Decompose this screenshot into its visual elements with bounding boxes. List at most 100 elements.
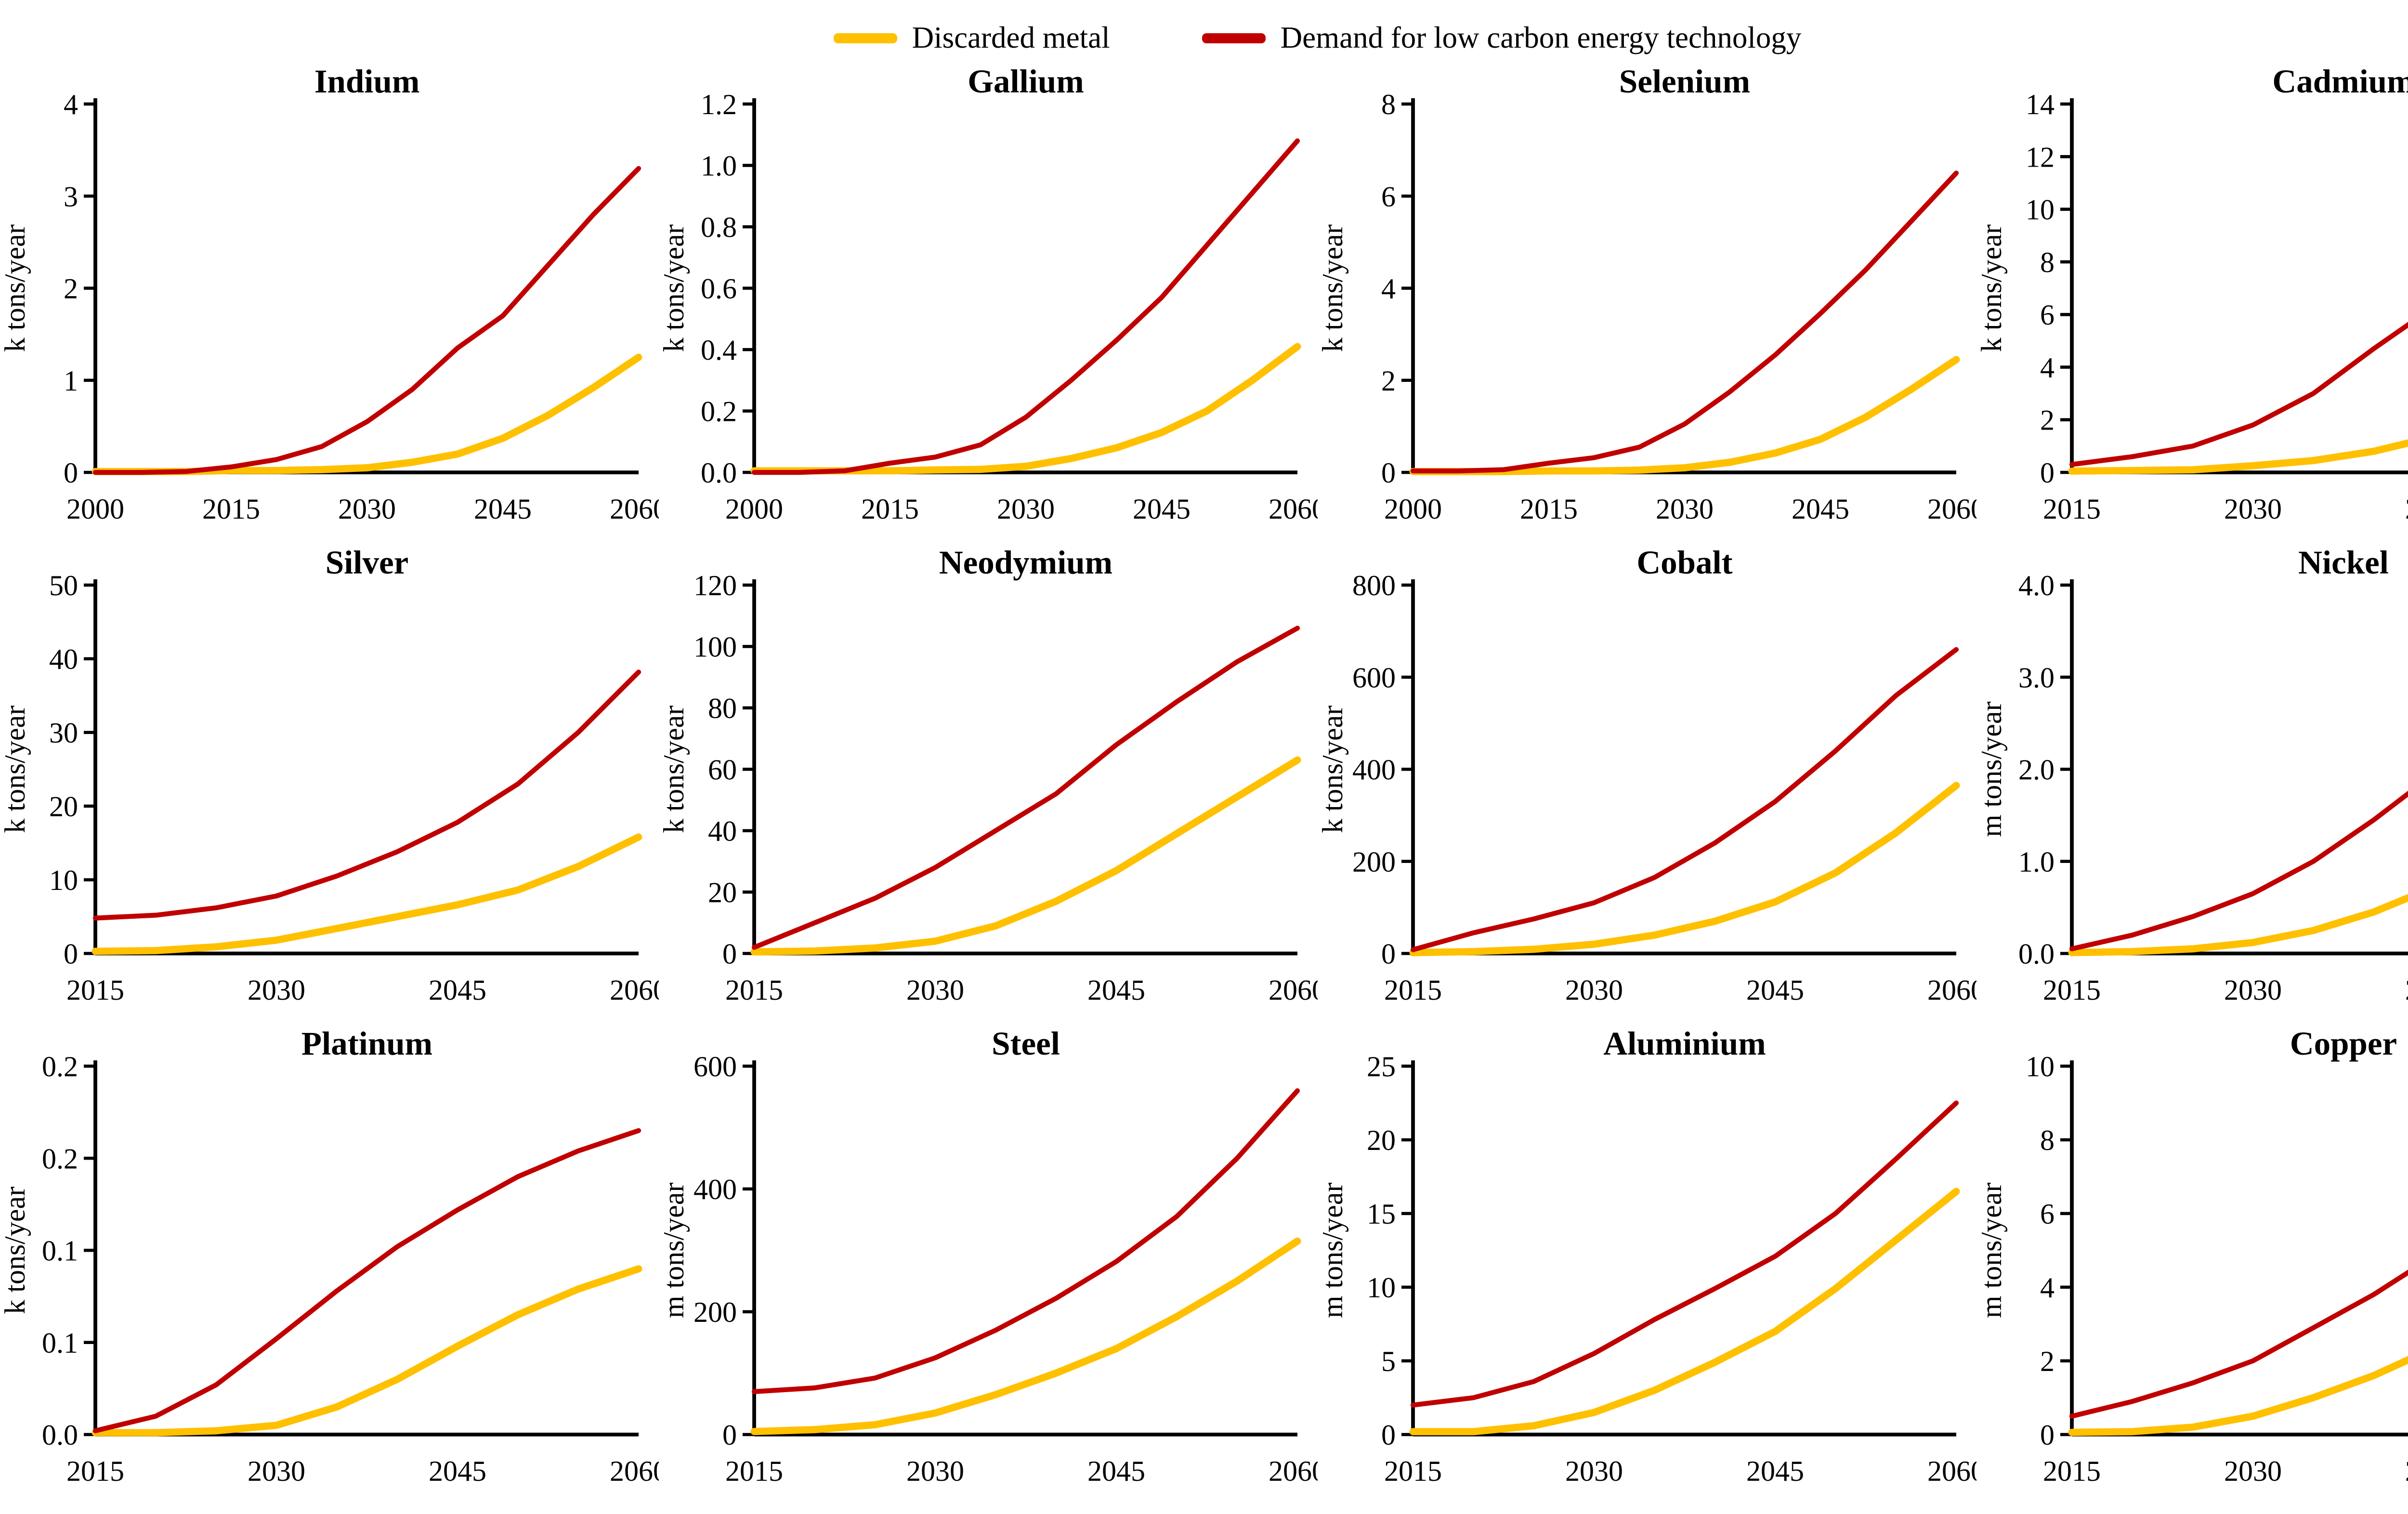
y-axis-label: k tons/year <box>659 224 690 352</box>
demand-line <box>92 166 641 475</box>
chart-title: Nickel <box>2298 545 2389 581</box>
y-axis-label: m tons/year <box>1976 702 2007 837</box>
x-tick-label: 2015 <box>861 493 919 525</box>
legend: Discarded metal Demand for low carbon en… <box>0 0 2408 64</box>
y-tick-label: 400 <box>694 1174 737 1205</box>
y-tick-label: 200 <box>1352 846 1396 878</box>
chart-nickel: Nickel m tons/year 0.0 1.0 2.0 3.0 4.0 2015 2030… <box>1976 544 2408 1026</box>
x-tick-label: 2015 <box>202 493 260 525</box>
platinum-plot: Platinum k tons/year 0.0 0.1 0.1 0.2 0.2 2015 20… <box>0 1025 667 1487</box>
y-axis-label: k tons/year <box>0 1187 31 1314</box>
y-tick-label: 25 <box>1367 1051 1396 1083</box>
y-tick-label: 200 <box>694 1296 737 1328</box>
y-axis-label: k tons/year <box>1318 224 1348 352</box>
chart-title: Selenium <box>1619 64 1750 100</box>
chart-title: Aluminium <box>1603 1026 1766 1062</box>
x-tick-label: 2030 <box>1656 493 1714 525</box>
y-tick-label: 0.8 <box>701 211 737 243</box>
discarded-metal-line <box>2068 894 2408 956</box>
demand-line <box>92 1128 641 1434</box>
y-tick-label: 10 <box>2026 194 2055 226</box>
y-tick-label: 8 <box>2040 1124 2055 1156</box>
discarded-metal-line <box>2068 439 2408 475</box>
x-tick-label: 2000 <box>1384 493 1442 525</box>
y-tick-label: 0 <box>1381 457 1396 489</box>
y-tick-label: 30 <box>49 717 78 749</box>
x-tick-label: 2045 <box>2405 1455 2408 1487</box>
y-tick-label: 20 <box>708 877 737 909</box>
y-tick-label: 60 <box>708 754 737 786</box>
legend-label-demand-low-carbon: Demand for low carbon energy technology <box>1280 19 1802 54</box>
y-tick-label: 0 <box>64 457 78 489</box>
y-tick-label: 0.2 <box>701 396 737 428</box>
y-tick-label: 10 <box>1367 1272 1396 1304</box>
x-tick-label: 2030 <box>906 1455 964 1487</box>
x-tick-label: 2015 <box>1384 974 1442 1006</box>
chart-title: Neodymium <box>939 545 1112 581</box>
nickel-plot: Nickel m tons/year 0.0 1.0 2.0 3.0 4.0 2015 2030… <box>1976 544 2408 1006</box>
y-tick-label: 50 <box>49 570 78 601</box>
y-tick-label: 4 <box>2040 352 2055 383</box>
y-tick-label: 0 <box>1381 938 1396 970</box>
discarded-metal-line <box>1409 782 1960 956</box>
y-tick-label: 40 <box>49 643 78 675</box>
y-tick-label: 15 <box>1367 1198 1396 1230</box>
y-tick-label: 10 <box>49 864 78 896</box>
y-tick-label: 0 <box>64 938 78 970</box>
x-tick-label: 2015 <box>725 1455 783 1487</box>
chart-title: Platinum <box>301 1026 432 1062</box>
y-tick-label: 0.1 <box>42 1327 78 1359</box>
discarded-metal-line <box>750 1237 1301 1436</box>
x-tick-label: 2030 <box>906 974 964 1006</box>
discarded-metal-line <box>92 353 642 475</box>
x-tick-label: 2030 <box>248 1455 305 1487</box>
demand-line <box>751 626 1300 950</box>
chart-title: Silver <box>326 545 408 581</box>
selenium-plot: Selenium k tons/year 0 2 4 6 8 2000 2015 2030 2045… <box>1317 63 1985 525</box>
y-axis-label: m tons/year <box>1318 1183 1348 1318</box>
demand-line <box>2069 1269 2408 1419</box>
x-tick-label: 2015 <box>725 974 783 1006</box>
discarded-metal-line <box>1409 1188 1960 1436</box>
y-axis-label: k tons/year <box>659 705 690 833</box>
y-tick-label: 80 <box>708 692 737 724</box>
y-axis-label: k tons/year <box>1976 224 2007 352</box>
discarded-metal-line <box>750 756 1301 956</box>
y-tick-label: 2 <box>2040 1345 2055 1377</box>
x-tick-label: 2045 <box>1792 493 1849 525</box>
y-axis-label: m tons/year <box>659 1183 690 1318</box>
y-tick-label: 8 <box>1381 89 1396 120</box>
demand-line <box>751 1088 1300 1395</box>
indium-plot: Indium k tons/year 0 1 2 3 4 2000 2015 2030 2045 20… <box>0 63 667 525</box>
y-tick-label: 0.4 <box>701 334 737 366</box>
y-tick-label: 0 <box>1381 1419 1396 1451</box>
x-tick-label: 2030 <box>2224 974 2282 1006</box>
y-tick-label: 0 <box>722 1419 737 1451</box>
chart-indium: Indium k tons/year 0 1 2 3 4 2000 2015 2030 2045 20… <box>0 63 667 545</box>
x-tick-label: 2015 <box>66 974 124 1006</box>
y-tick-label: 0.0 <box>2018 938 2055 970</box>
y-tick-label: 20 <box>49 791 78 822</box>
chart-gallium: Gallium k tons/year 0.0 0.2 0.4 0.6 0.8 1.0 1.2 2… <box>658 63 1326 545</box>
x-tick-label: 2045 <box>1746 1455 1804 1487</box>
discarded-metal-line <box>2068 1356 2408 1436</box>
demand-line <box>1410 1100 1959 1408</box>
y-tick-label: 1.0 <box>2018 846 2055 878</box>
y-tick-label: 2 <box>64 273 78 305</box>
x-tick-label: 2030 <box>2224 493 2282 525</box>
demand-line <box>2069 790 2408 952</box>
x-tick-label: 2030 <box>248 974 305 1006</box>
x-tick-label: 2045 <box>429 1455 486 1487</box>
x-tick-label: 2045 <box>1133 493 1191 525</box>
x-tick-label: 2045 <box>474 493 532 525</box>
chart-title: Copper <box>2290 1026 2397 1062</box>
x-tick-label: 2015 <box>2043 1455 2101 1487</box>
discarded-metal-line-swatch <box>834 32 898 43</box>
discarded-metal-line <box>92 1265 642 1436</box>
x-tick-label: 2000 <box>66 493 124 525</box>
x-tick-label: 2000 <box>725 493 783 525</box>
